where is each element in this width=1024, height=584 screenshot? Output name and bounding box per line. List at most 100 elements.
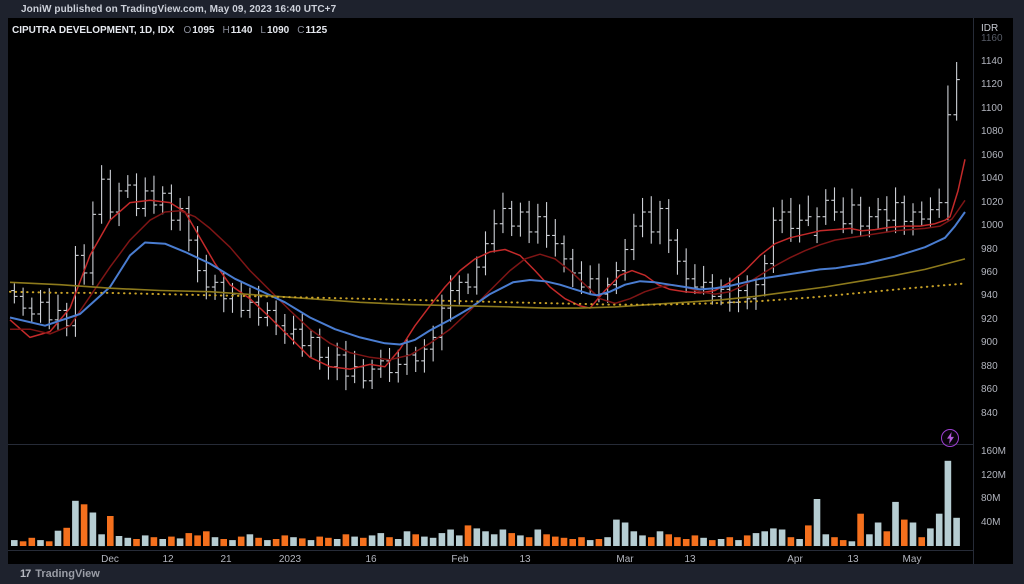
ohlc-bar [499, 192, 507, 234]
volume-bar [752, 533, 760, 546]
volume-bar [883, 531, 891, 546]
ohlc-bar [473, 256, 480, 295]
ohlc-bar [866, 206, 873, 238]
price-axis[interactable]: IDR 1160 1140 1120 1100 1080 1060 1040 1020 1000 9… [973, 18, 1013, 564]
time-tick-label: 13 [519, 554, 531, 565]
attribution-text: JoniW published on TradingView.com, May … [21, 3, 337, 15]
ohlc-item: H1140 [222, 24, 253, 36]
price-pane[interactable] [8, 18, 973, 444]
volume-bar [351, 536, 358, 546]
ohlc-bar [543, 202, 550, 248]
ohlc-bar [194, 226, 201, 283]
ohlc-bar [185, 196, 193, 252]
volume-bar [621, 522, 629, 546]
ohlc-bar [281, 313, 289, 344]
volume-bar [194, 535, 201, 546]
ohlc-bar [682, 248, 690, 293]
ohlc-bar [892, 187, 899, 234]
time-tick-label: 21 [220, 554, 232, 565]
volume-bar [185, 533, 193, 546]
volume-bar [159, 539, 166, 547]
price-tick-label: 1000 [981, 220, 1004, 232]
volume-bar [813, 499, 821, 546]
ohlc-bar [447, 275, 454, 322]
volume-bar [595, 539, 603, 547]
time-tick-label: 12 [162, 554, 174, 565]
volume-bar [613, 519, 620, 546]
volume-bar [674, 537, 681, 546]
pane-separator[interactable] [8, 444, 1013, 445]
price-tick-label: 920 [981, 313, 998, 325]
ohlc-bar [778, 199, 786, 234]
volume-bar [796, 539, 803, 547]
price-tick-label: 840 [981, 407, 998, 419]
volume-bar [63, 527, 70, 546]
price-tick-label: 880 [981, 360, 998, 372]
ohlc-bar [674, 229, 681, 275]
ohlc-bar [517, 202, 524, 237]
time-tick-label: 2023 [278, 554, 302, 565]
volume-bar [508, 533, 515, 546]
volume-bar [176, 538, 184, 546]
volume-bar [107, 516, 114, 546]
ma-red-slow [10, 199, 966, 361]
volume-bar [874, 522, 882, 546]
volume-bar [124, 537, 132, 546]
ohlc-bar [813, 207, 821, 244]
volume-bar [482, 531, 489, 546]
volume-bar [150, 537, 158, 546]
ohlc-bar [770, 207, 777, 273]
price-tick-label: 1160 [981, 32, 1003, 44]
volume-bar [220, 539, 227, 547]
attribution-bar: JoniW published on TradingView.com, May … [0, 0, 1024, 18]
ohlc-bar [953, 62, 960, 121]
time-tick-label: Dec [101, 554, 119, 565]
volume-bar [822, 534, 830, 547]
price-tick-label: 1120 [981, 79, 1003, 91]
volume-bar [691, 535, 699, 546]
time-tick-label: 16 [365, 554, 377, 565]
volume-bar [639, 535, 646, 546]
time-tick-label: 13 [684, 554, 696, 565]
time-axis[interactable]: Dec 12 21 2023 16 Feb 13 Mar 13 Apr 13 May [8, 550, 1013, 565]
ohlc-bar [787, 197, 795, 242]
volume-bar [682, 539, 690, 547]
ohlc-bar [491, 209, 498, 253]
volume-bar [909, 522, 917, 546]
volume-bar [709, 540, 716, 546]
ohlc-bar [89, 201, 97, 286]
volume-bar [37, 540, 44, 546]
symbol-legend[interactable]: CIPUTRA DEVELOPMENT, 1D, IDX O1095 H1140 L… [12, 23, 327, 37]
ohlc-bar [307, 330, 315, 358]
tradingview-brand[interactable]: TradingView [35, 568, 100, 580]
price-tick-label: 1020 [981, 196, 1004, 208]
volume-bar [325, 537, 332, 546]
time-tick-label: Mar [616, 554, 634, 565]
tradingview-logo-icon[interactable]: 17 [20, 568, 31, 580]
ohlc-bar [805, 195, 812, 227]
volume-bar [403, 531, 411, 546]
ohlc-bar [377, 349, 385, 378]
ma-blue [9, 211, 966, 346]
volume-bar [735, 540, 742, 546]
volume-bar [80, 504, 88, 546]
volume-bar [412, 534, 419, 547]
ma-gold-dotted [9, 282, 966, 306]
lightning-button[interactable] [941, 429, 959, 447]
volume-pane[interactable] [8, 445, 973, 550]
volume-bar [490, 534, 498, 547]
volume-bar [98, 534, 105, 547]
price-tick-label: 900 [981, 337, 998, 349]
ma-olive [9, 258, 966, 309]
ohlc-bar [822, 189, 829, 225]
volume-bar [342, 534, 350, 547]
ohlc-bar [272, 300, 280, 336]
volume-bar [447, 529, 454, 546]
volume-bar [552, 536, 559, 546]
price-tick-label: 1100 [981, 102, 1003, 114]
volume-bar [604, 537, 611, 546]
ohlc-bar [552, 219, 559, 257]
volume-bar [944, 460, 952, 546]
ohlc-bar [159, 186, 166, 215]
